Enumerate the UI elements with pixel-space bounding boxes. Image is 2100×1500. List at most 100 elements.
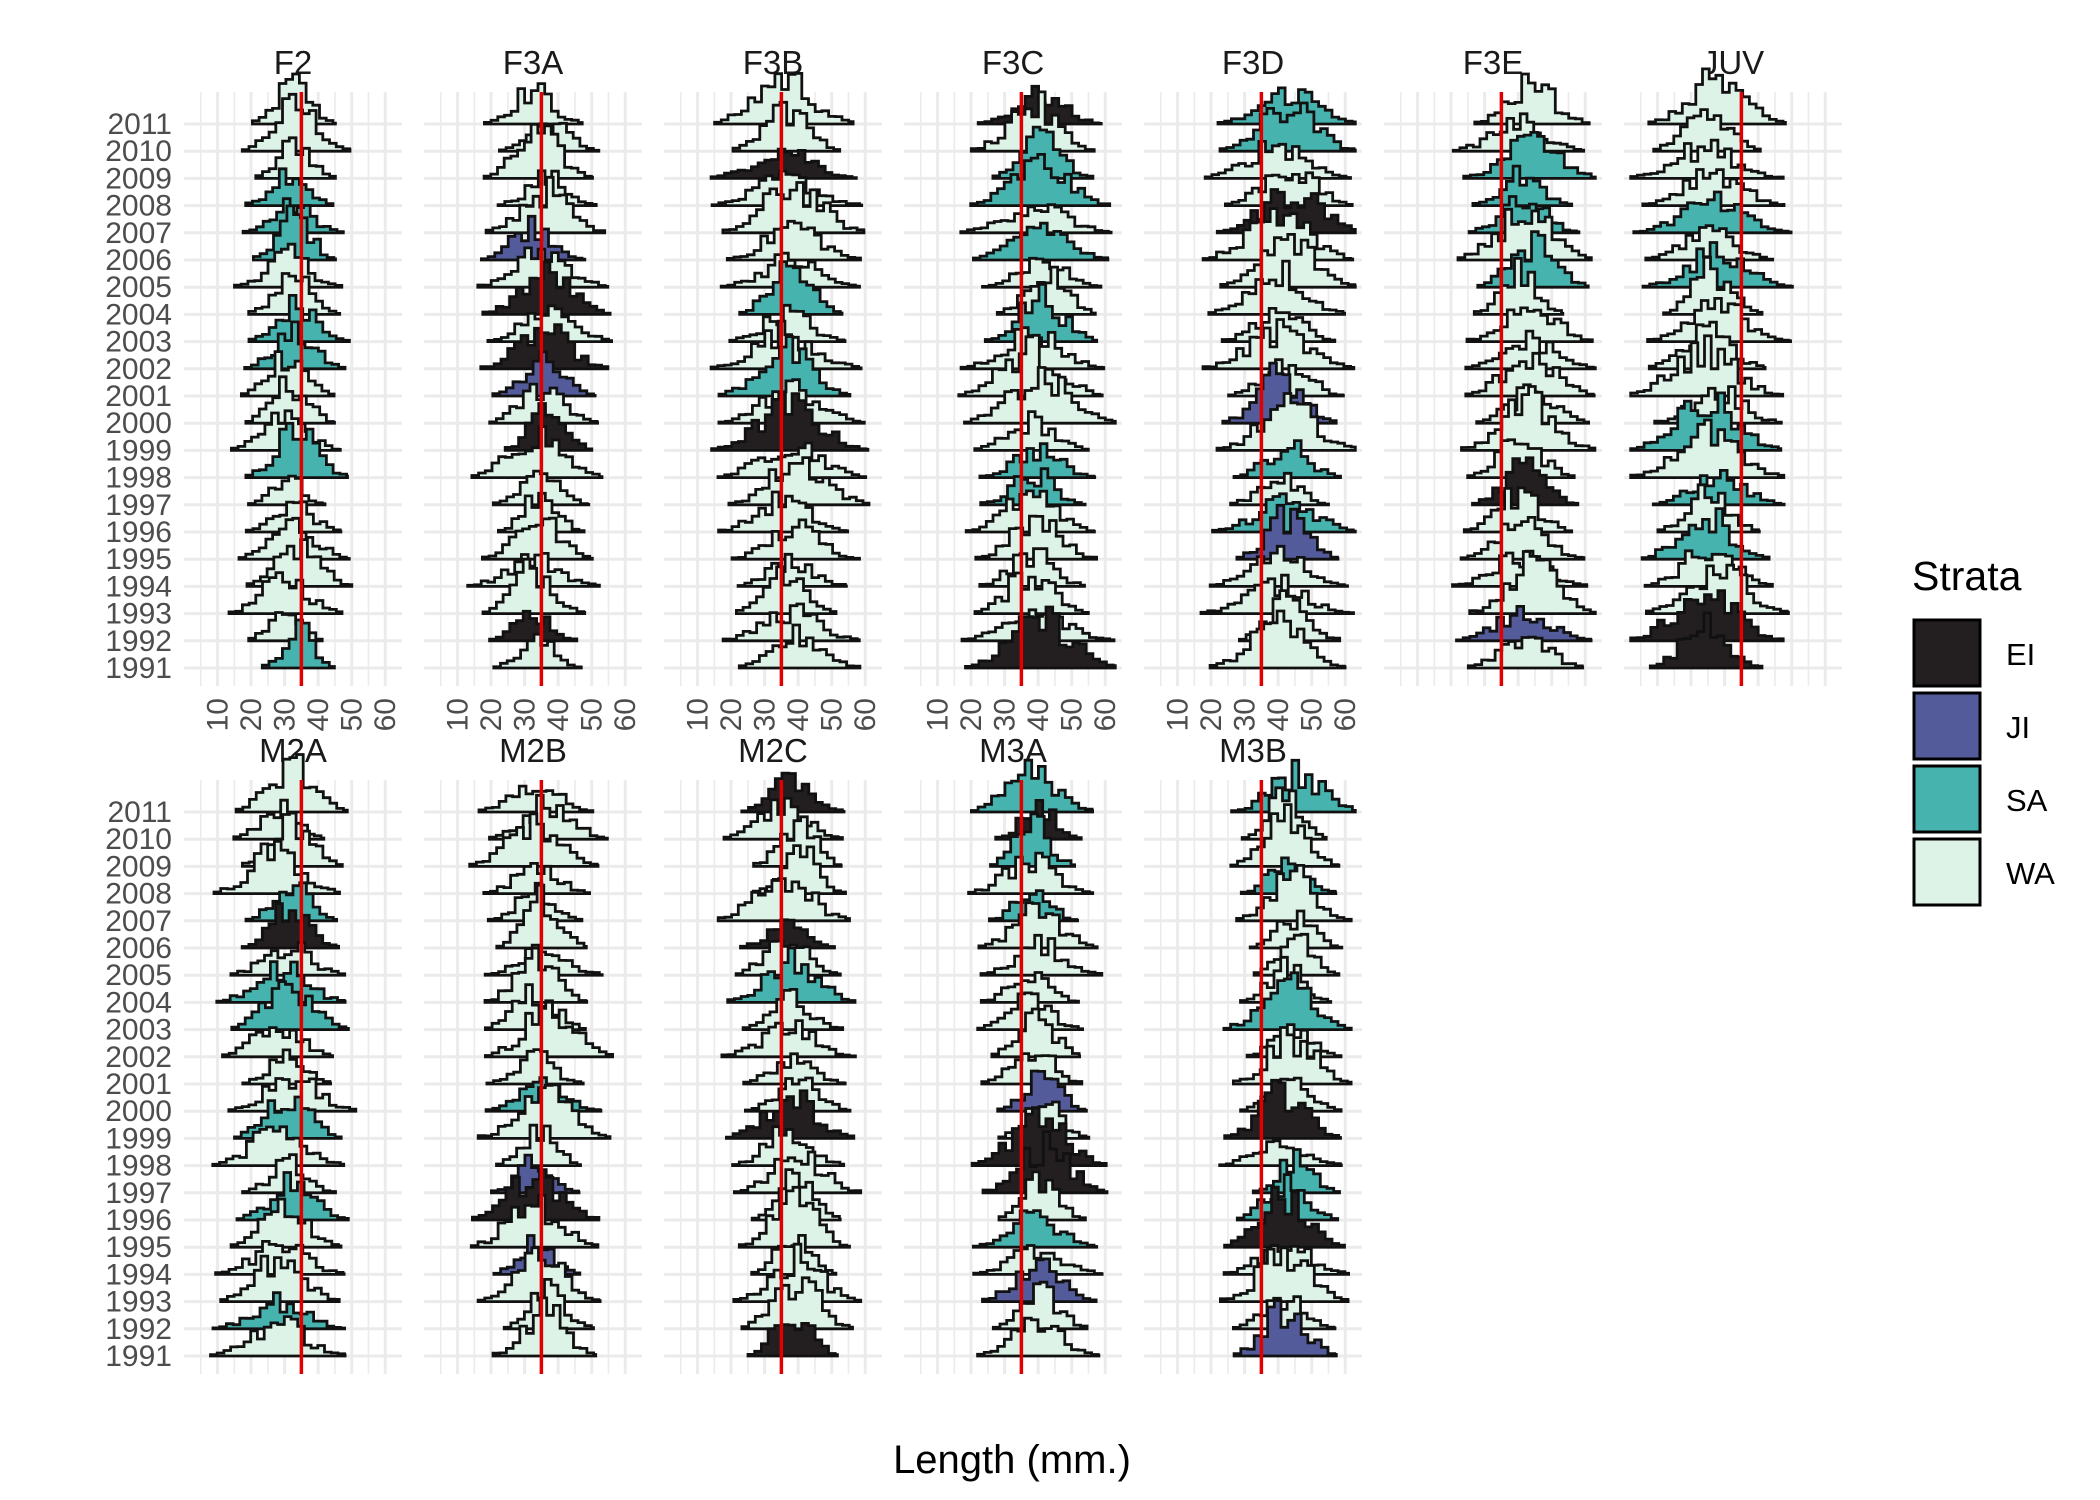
panel-f3c: F3C 10 20 30 40 50 60 [904, 44, 1122, 731]
x-tick-labels: 10 20 30 40 50 60 [442, 698, 643, 731]
x-tick-label: 10 [202, 698, 235, 731]
x-tick-label: 30 [749, 698, 782, 731]
ridge-2005 [229, 941, 347, 977]
x-tick-label: 20 [955, 698, 988, 731]
ridge-2002 [484, 1000, 614, 1059]
ridge-1995 [1459, 516, 1586, 561]
ridge-2000 [227, 1077, 358, 1113]
x-tick-label: 40 [782, 698, 815, 731]
y-tick-label: 1994 [105, 1258, 172, 1291]
ridge-2008 [967, 851, 1095, 895]
ridge-2004 [481, 260, 612, 316]
ridge-2008 [1641, 168, 1786, 207]
x-tick-label: 40 [1022, 698, 1055, 731]
ridge-2007 [716, 877, 851, 923]
x-tick-labels: 10 20 30 40 50 60 [922, 698, 1123, 731]
ridge-1997 [1651, 469, 1786, 507]
legend-swatch [1912, 618, 1982, 688]
ridge-2002 [1464, 329, 1597, 371]
ridge-2002 [1201, 318, 1356, 371]
ridge-2005 [979, 933, 1104, 977]
ridge-2005 [1641, 241, 1794, 289]
ridge-2003 [486, 304, 613, 343]
x-tick-label: 50 [1056, 698, 1089, 731]
ridge-1995 [1640, 507, 1771, 561]
ridge-2007 [484, 175, 607, 235]
ridge-1994 [736, 552, 848, 588]
ridge-2006 [739, 918, 836, 950]
ridge-2001 [957, 333, 1104, 398]
x-tick-label: 60 [1329, 698, 1362, 731]
ridge-2011 [970, 758, 1094, 814]
x-tick-label: 50 [816, 698, 849, 731]
ridge-2001 [491, 350, 597, 398]
panel-title: M3B [1219, 732, 1287, 769]
ridge-1995 [1223, 1185, 1346, 1249]
y-tick-label: 1993 [105, 1286, 172, 1319]
x-tick-label: 10 [682, 698, 715, 731]
x-tick-label: 20 [235, 698, 268, 731]
y-tick-label: 1997 [105, 1177, 172, 1210]
ridge-2008 [244, 167, 335, 207]
y-tick-label: 1998 [105, 462, 172, 495]
ridge-2010 [1451, 112, 1586, 153]
ridge-2006 [1248, 909, 1344, 950]
y-tick-label: 2007 [105, 217, 172, 250]
ridges [716, 771, 863, 1358]
ridge-1996 [1656, 483, 1761, 534]
ridge-2004 [726, 946, 857, 1004]
ridge-2008 [969, 153, 1112, 207]
y-tick-label: 1992 [105, 1313, 172, 1346]
y-tick-label: 1995 [105, 1231, 172, 1264]
x-tick-label: 40 [302, 698, 335, 731]
panel-m2a: M2A1991199219931994199519961997199819992… [105, 732, 402, 1374]
x-tick-label: 10 [442, 698, 475, 731]
ridge-2002 [479, 323, 610, 371]
ridge-1992 [488, 609, 579, 643]
ridge-1998 [970, 1106, 1108, 1167]
ridge-2004 [247, 272, 342, 316]
ridge-2002 [720, 1019, 857, 1059]
panel-m2c: M2C [664, 732, 882, 1374]
ridge-1995 [1235, 503, 1340, 561]
ridge-1991 [1648, 611, 1764, 670]
legend-swatch [1912, 764, 1982, 834]
ridge-2011 [1473, 72, 1591, 126]
ridge-1999 [1215, 392, 1357, 452]
x-tick-label: 50 [1296, 698, 1329, 731]
y-tick-label: 1991 [105, 652, 172, 685]
ridge-2006 [240, 902, 340, 950]
y-tick-label: 2009 [105, 850, 172, 883]
ridge-2009 [991, 125, 1095, 180]
ridge-1995 [481, 516, 594, 561]
ridges [1629, 67, 1794, 670]
ridge-2007 [244, 881, 338, 923]
y-tick-label: 2006 [105, 932, 172, 965]
ridge-1999 [476, 1083, 612, 1140]
ridge-2011 [1216, 86, 1357, 126]
ridge-1997 [247, 474, 327, 507]
y-tick-label: 1995 [105, 543, 172, 576]
ridge-1998 [470, 425, 604, 479]
ridge-1999 [973, 410, 1090, 452]
ridge-1991 [737, 623, 862, 670]
ridge-2009 [468, 812, 600, 868]
ridge-1991 [209, 1315, 347, 1358]
ridge-1997 [727, 456, 871, 507]
y-tick-label: 2007 [105, 905, 172, 938]
ridge-1992 [211, 1291, 346, 1331]
x-tick-labels: 10 20 30 40 50 60 [1162, 698, 1363, 731]
y-tick-label: 1996 [105, 1204, 172, 1237]
panel-title: JUV [1702, 44, 1764, 81]
ridge-2005 [233, 242, 344, 289]
ridge-2009 [482, 123, 594, 180]
y-tick-labels: 1991199219931994199519961997199819992000… [105, 796, 172, 1373]
ridge-2010 [722, 796, 844, 841]
ridge-2000 [963, 366, 1117, 425]
ridge-1993 [1468, 550, 1597, 615]
ridges [967, 758, 1109, 1358]
ridge-2003 [230, 980, 350, 1031]
ridge-1993 [481, 557, 587, 615]
ridge-2001 [980, 1052, 1084, 1086]
